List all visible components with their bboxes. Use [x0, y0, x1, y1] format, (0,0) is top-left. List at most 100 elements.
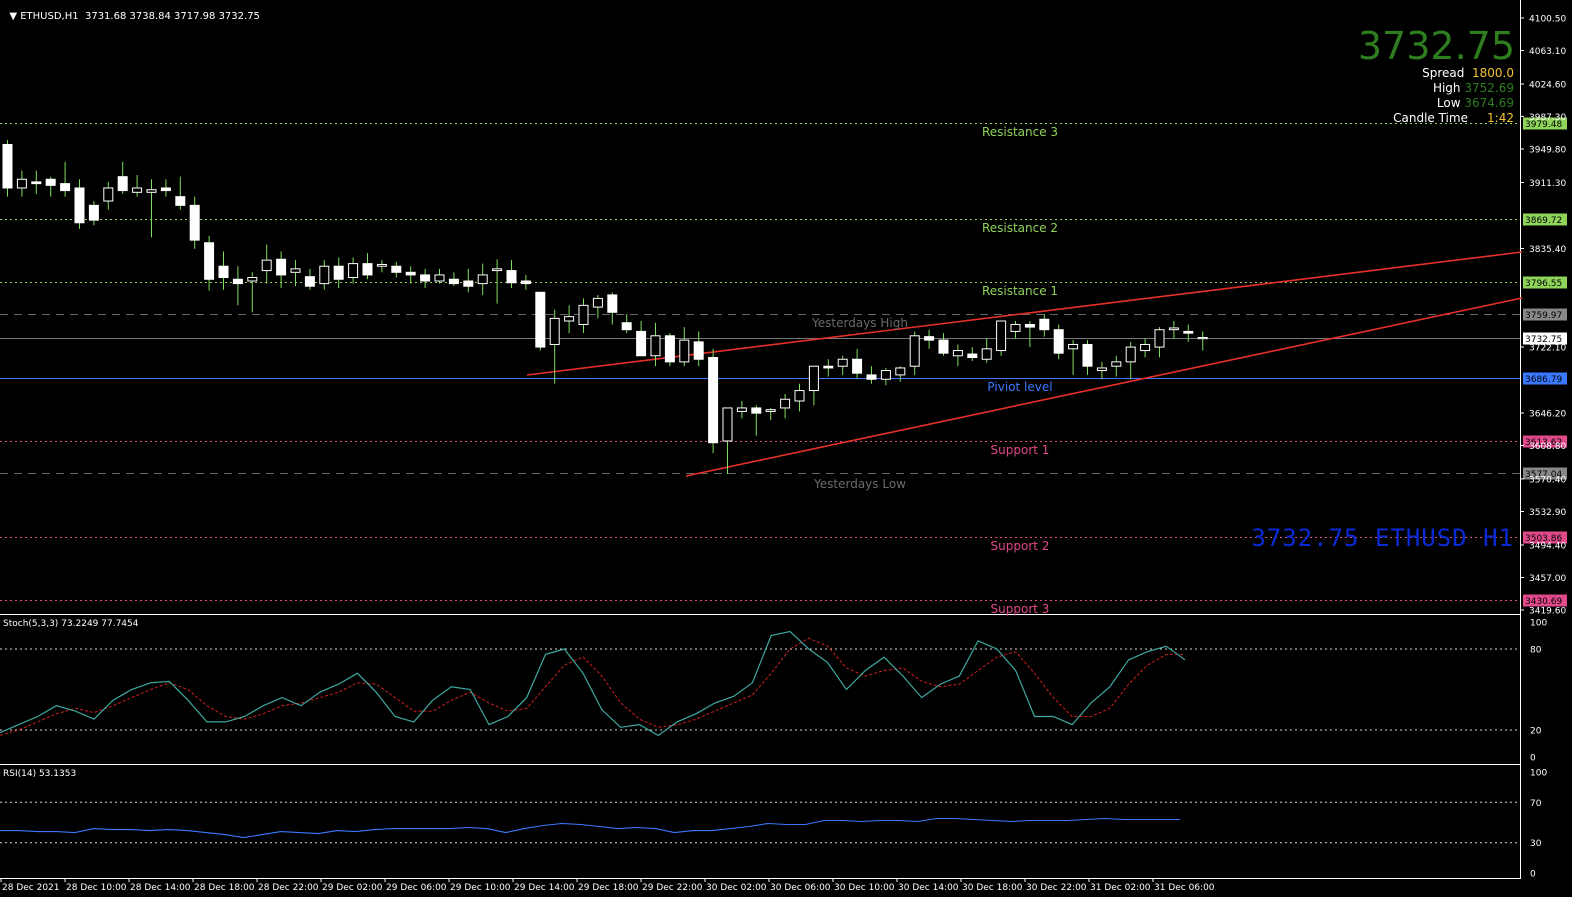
time-tick-14: 30 Dec 14:00: [898, 883, 959, 893]
time-tick-6: 29 Dec 06:00: [386, 883, 447, 893]
price-tick-4: 3949.80: [1529, 146, 1566, 156]
candle-body-17: [247, 277, 258, 282]
candle-body-47: [679, 339, 690, 363]
stoch-layer: 100 80 20 0: [0, 619, 1547, 764]
candle-body-29: [420, 274, 431, 282]
stoch-label: Stoch(5,3,3) 73.2249 77.7454: [3, 619, 139, 629]
candle-body-72: [1039, 318, 1050, 331]
time-tick-13: 30 Dec 10:00: [834, 883, 895, 893]
candle-body-83: [1197, 337, 1208, 340]
level-tag-bg-7: [1523, 531, 1567, 544]
candle-body-69: [996, 320, 1007, 352]
candle-body-61: [880, 370, 891, 380]
time-tick-15: 30 Dec 18:00: [962, 883, 1023, 893]
candle-body-64: [924, 336, 935, 341]
candle-time-label: Candle Time: [1393, 111, 1468, 125]
low-label: Low: [1436, 96, 1461, 110]
low-value: 3674.69: [1464, 96, 1514, 110]
candle-body-52: [751, 407, 762, 414]
price-axis: 3979.48 3869.72 3796.55 3759.97 3686.79 3613.…: [1520, 15, 1567, 617]
candle-body-74: [1068, 343, 1079, 350]
candle-body-68: [981, 348, 992, 360]
candle-body-48: [693, 341, 704, 360]
candle-body-15: [218, 265, 229, 279]
levels-layer: [0, 123, 1520, 601]
candle-body-45: [650, 335, 661, 357]
candle-body-41: [592, 297, 603, 308]
price-tick-2: 4024.60: [1529, 80, 1566, 90]
spread-row: Spread 1800.0: [1422, 66, 1514, 80]
time-tick-0: 28 Dec 2021: [2, 883, 60, 893]
trendline-upper: [526, 251, 1523, 376]
level-tag-3: 3759.97: [1525, 311, 1562, 321]
candle-body-9: [132, 187, 143, 193]
level-label-4: Piviot level: [987, 379, 1053, 394]
candle-body-49: [708, 357, 719, 444]
time-tick-9: 29 Dec 18:00: [578, 883, 639, 893]
rsi-line: [0, 817, 1180, 839]
price-tick-0: 4100.50: [1529, 15, 1566, 25]
candle-body-3: [45, 178, 56, 186]
level-tag-bg-8: [1523, 594, 1567, 607]
candle-body-76: [1096, 367, 1107, 372]
candle-body-70: [1010, 323, 1021, 332]
level-tag-bg-5: [1523, 435, 1567, 448]
candle-body-75: [1082, 343, 1093, 367]
level-label-2: Resistance 1: [981, 283, 1059, 298]
time-tick-7: 29 Dec 10:00: [450, 883, 511, 893]
time-tick-17: 31 Dec 02:00: [1090, 883, 1151, 893]
candle-body-56: [808, 365, 819, 392]
header-dropdown-icon[interactable]: ▼: [9, 11, 21, 22]
low-row: Low 3674.69: [1437, 96, 1514, 110]
candle-body-8: [117, 176, 128, 192]
level-label-7: Support 2: [990, 538, 1050, 553]
candle-body-71: [1024, 323, 1035, 328]
candle-body-79: [1140, 343, 1151, 352]
price-tick-3: 3987.30: [1529, 113, 1566, 123]
price-tick-14: 3419.60: [1529, 607, 1566, 617]
price-tick-6: 3835.40: [1529, 245, 1566, 255]
candle-body-33: [477, 274, 488, 285]
time-tick-11: 30 Dec 02:00: [706, 883, 767, 893]
trendline-lower: [685, 297, 1523, 477]
header-ohlc: 3731.68 3738.84 3717.98 3732.75: [84, 11, 260, 22]
candle-body-35: [506, 270, 517, 284]
candle-body-13: [189, 204, 200, 241]
header-symbol: ETHUSD,H1: [20, 11, 79, 22]
candle-body-60: [866, 374, 877, 380]
level-label-6: Yesterdays Low: [814, 476, 906, 491]
candle-body-28: [405, 271, 416, 276]
level-label-5: Support 1: [990, 442, 1050, 457]
candle-body-42: [607, 294, 618, 313]
candle-body-25: [362, 263, 373, 276]
level-label-0: Resistance 3: [981, 124, 1059, 139]
big-price: 3732.75: [1357, 24, 1515, 68]
level-tag-7: 3503.86: [1525, 534, 1562, 544]
time-tick-18: 31 Dec 06:00: [1154, 883, 1215, 893]
time-tick-10: 29 Dec 22:00: [642, 883, 703, 893]
level-tag-4: 3686.79: [1525, 375, 1562, 385]
stoch-tick-2: 20: [1530, 727, 1542, 737]
candle-body-14: [204, 242, 215, 280]
candle-body-22: [319, 265, 330, 285]
candle-body-43: [621, 322, 632, 331]
candle-body-26: [376, 263, 387, 267]
level-tag-bg-1: [1523, 213, 1567, 226]
high-value: 3752.69: [1464, 81, 1514, 95]
candle-body-80: [1154, 329, 1165, 348]
candle-time-value: 1:42: [1487, 111, 1514, 125]
stoch-tick-0: 100: [1530, 619, 1547, 629]
candle-body-10: [146, 189, 157, 193]
stoch-main-line: [0, 630, 1186, 737]
current-price-tag: 3732.75: [1525, 335, 1562, 345]
candle-body-53: [765, 409, 776, 412]
stoch-tick-1: 80: [1530, 646, 1542, 656]
trendlines-layer: [526, 251, 1523, 477]
price-tick-8: 3646.20: [1529, 409, 1566, 419]
stoch-signal-line: [0, 637, 1185, 736]
time-tick-4: 28 Dec 22:00: [258, 883, 319, 893]
candle-body-63: [909, 335, 920, 367]
price-tick-11: 3532.90: [1529, 508, 1566, 518]
candle-body-67: [967, 353, 978, 359]
